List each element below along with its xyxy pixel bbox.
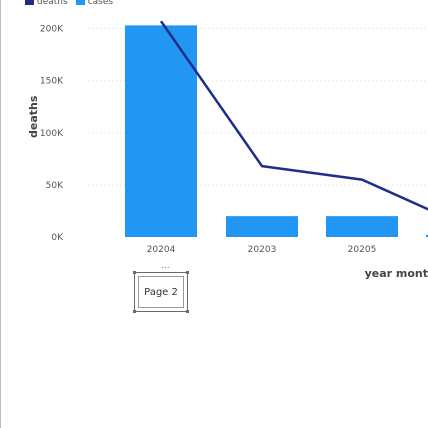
line-series <box>159 20 428 211</box>
x-axis-ticks: 20204 20203 20205 <box>147 245 377 255</box>
page-button[interactable]: Page 2 <box>133 271 189 313</box>
y-tick-label: 200K <box>40 25 64 35</box>
selection-handle <box>133 310 136 313</box>
left-border <box>0 0 1 428</box>
pagination-ellipsis: ... <box>161 261 170 271</box>
x-axis-title: year mont <box>364 267 428 280</box>
bars <box>125 25 428 237</box>
legend-swatch-cases <box>75 0 85 5</box>
legend-item-deaths[interactable]: deaths <box>25 0 68 7</box>
legend-swatch-deaths <box>25 0 34 5</box>
x-tick-label: 20204 <box>147 245 176 255</box>
bar-cases <box>326 216 398 237</box>
line-deaths <box>159 20 428 211</box>
bar-cases <box>226 216 298 237</box>
bar-cases <box>426 234 428 237</box>
selection-handle <box>186 310 189 313</box>
x-tick-label: 20205 <box>348 245 377 255</box>
page-button-label: Page 2 <box>138 276 184 308</box>
x-tick-label: 20203 <box>248 245 277 255</box>
legend-item-cases[interactable]: cases <box>75 0 114 7</box>
y-tick-label: 100K <box>40 129 64 139</box>
selection-handle <box>186 271 189 274</box>
y-tick-label: 150K <box>40 77 64 87</box>
legend-label-cases: cases <box>87 0 114 7</box>
y-tick-label: 50K <box>46 181 64 191</box>
legend-label-deaths: deaths <box>37 0 68 7</box>
y-axis-ticks: 0K 50K 100K 150K 200K <box>40 25 64 243</box>
y-tick-label: 0K <box>51 233 64 243</box>
legend: deaths cases <box>25 0 113 8</box>
selection-handle <box>133 271 136 274</box>
bar-cases <box>125 25 197 237</box>
